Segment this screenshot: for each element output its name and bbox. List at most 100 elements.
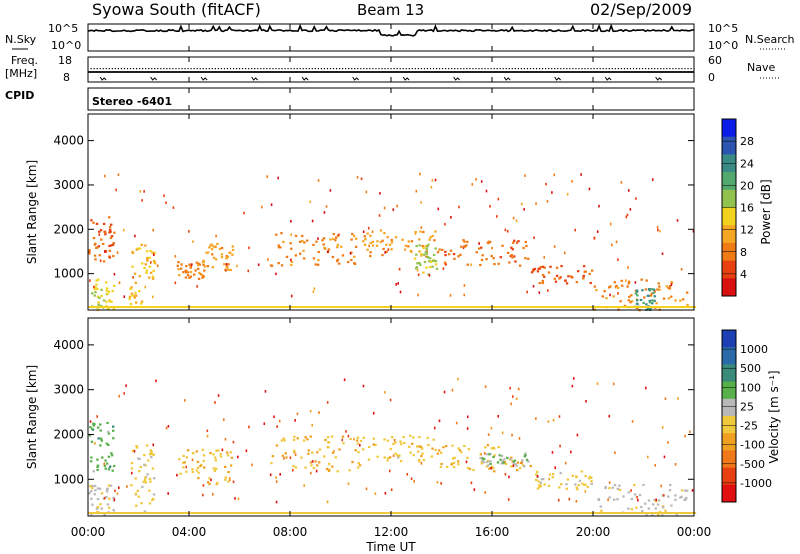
- range-gate-cell: [690, 306, 694, 308]
- range-gate-cell: [397, 456, 400, 459]
- range-gate-cell: [298, 306, 301, 308]
- range-gate-cell: [516, 461, 520, 464]
- range-gate-cell: [592, 306, 595, 308]
- range-gate-cell: [636, 512, 639, 514]
- nave-point: [502, 68, 504, 70]
- range-gate-cell: [565, 282, 569, 285]
- range-gate-cell: [291, 306, 294, 308]
- range-gate-cell: [545, 306, 548, 308]
- range-gate-cell: [672, 306, 675, 308]
- range-gate-cell: [110, 452, 113, 455]
- range-gate-cell: [111, 243, 115, 246]
- range-gate-cell: [349, 252, 352, 255]
- range-gate-cell: [542, 306, 545, 308]
- range-gate-cell: [141, 512, 144, 514]
- range-gate-cell: [675, 306, 679, 308]
- range-gate-cell: [116, 492, 119, 495]
- range-gate-cell: [329, 238, 332, 241]
- range-gate-cell: [98, 306, 101, 308]
- range-gate-cell: [188, 276, 191, 279]
- range-gate-cell: [93, 254, 97, 257]
- range-gate-cell: [108, 497, 111, 500]
- x-tick-label: 00:00: [71, 525, 106, 539]
- range-gate-cell: [453, 512, 456, 514]
- range-gate-cell: [96, 458, 99, 461]
- range-gate-cell: [375, 244, 379, 247]
- range-gate-cell: [104, 231, 107, 234]
- range-gate-cell: [524, 174, 526, 177]
- range-gate-cell: [537, 480, 540, 483]
- nave-point: [154, 68, 156, 70]
- range-gate-cell: [524, 240, 527, 244]
- range-gate-cell: [264, 390, 267, 393]
- range-gate-cell: [208, 246, 211, 249]
- range-gate-cell: [587, 306, 591, 308]
- range-gate-cell: [239, 512, 242, 514]
- range-gate-cell: [595, 512, 598, 514]
- range-gate-cell: [630, 306, 633, 308]
- nave-point: [378, 68, 380, 70]
- range-gate-cell: [153, 477, 156, 480]
- range-gate-cell: [259, 306, 262, 308]
- range-gate-cell: [95, 279, 98, 282]
- nave-point: [429, 68, 432, 70]
- range-gate-cell: [528, 512, 532, 514]
- range-gate-cell: [220, 256, 224, 259]
- range-gate-cell: [176, 473, 178, 477]
- range-gate-cell: [428, 273, 431, 277]
- range-gate-cell: [650, 306, 653, 308]
- range-gate-cell: [490, 447, 494, 450]
- range-gate-cell: [153, 512, 156, 514]
- range-gate-cell: [202, 275, 205, 278]
- range-gate-cell: [627, 491, 630, 494]
- range-gate-cell: [113, 284, 116, 287]
- range-gate-cell: [125, 384, 127, 388]
- range-gate-cell: [555, 274, 559, 277]
- range-gate-cell: [148, 512, 151, 514]
- range-gate-cell: [99, 229, 103, 232]
- range-gate-cell: [634, 512, 638, 514]
- range-gate-cell: [131, 449, 135, 452]
- range-gate-cell: [532, 284, 535, 288]
- range-gate-cell: [93, 288, 96, 291]
- range-gate-cell: [279, 473, 281, 476]
- range-gate-cell: [354, 449, 357, 452]
- nave-point: [360, 68, 362, 70]
- range-gate-cell: [425, 255, 428, 258]
- range-gate-cell: [139, 306, 142, 308]
- range-gate-cell: [365, 190, 368, 194]
- range-gate-cell: [175, 512, 179, 514]
- range-gate-cell: [387, 512, 391, 514]
- range-gate-cell: [312, 290, 315, 294]
- range-gate-cell: [620, 279, 624, 282]
- range-gate-cell: [151, 277, 155, 280]
- range-gate-cell: [350, 238, 353, 241]
- nave-point: [302, 68, 304, 70]
- range-gate-cell: [97, 512, 100, 514]
- nave-point: [563, 68, 565, 70]
- range-gate-cell: [207, 306, 210, 308]
- range-gate-cell: [111, 290, 114, 293]
- range-gate-cell: [253, 306, 256, 308]
- range-gate-cell: [609, 222, 612, 226]
- range-gate-cell: [104, 306, 107, 308]
- range-gate-cell: [319, 512, 322, 514]
- range-gate-cell: [281, 512, 285, 514]
- range-gate-cell: [372, 512, 376, 514]
- range-gate-cell: [394, 236, 398, 239]
- range-gate-cell: [409, 306, 412, 308]
- nave-point: [332, 68, 335, 70]
- range-gate-cell: [219, 306, 223, 308]
- range-gate-cell: [410, 442, 414, 445]
- range-gate-cell: [513, 512, 516, 514]
- range-gate-cell: [616, 306, 619, 308]
- range-gate-cell: [151, 251, 154, 254]
- range-gate-cell: [453, 456, 456, 459]
- range-gate-cell: [647, 499, 651, 502]
- range-gate-cell: [268, 306, 271, 308]
- range-gate-cell: [509, 458, 513, 461]
- range-gate-cell: [269, 512, 272, 514]
- range-gate-cell: [101, 456, 104, 459]
- range-gate-cell: [166, 306, 169, 308]
- range-gate-cell: [407, 240, 410, 243]
